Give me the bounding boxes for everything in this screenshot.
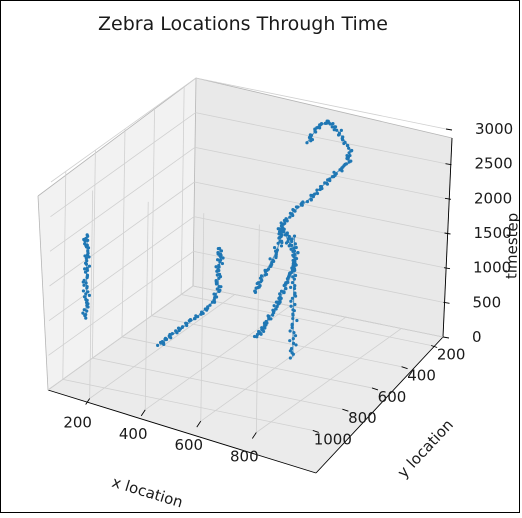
figure-frame xyxy=(0,0,520,513)
